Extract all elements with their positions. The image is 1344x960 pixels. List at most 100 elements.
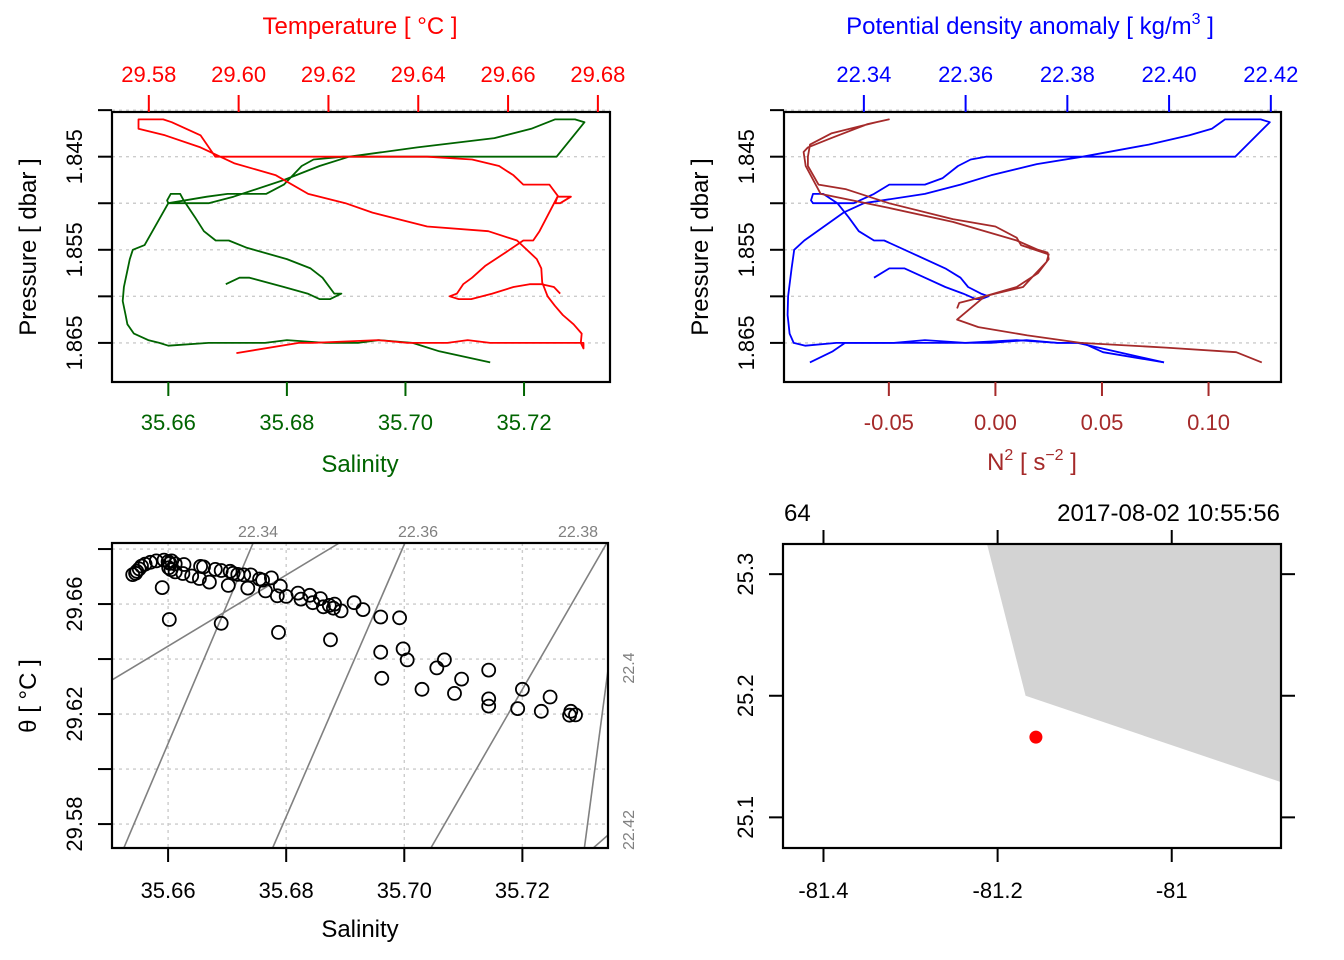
ts-point xyxy=(436,652,452,668)
p4-axes: -81.4 -81.2 -81 25.3 25.2 25.1 xyxy=(733,530,1295,903)
ts-point xyxy=(323,632,338,648)
p2-density-tick-label: 22.36 xyxy=(938,62,993,87)
p2-frame xyxy=(782,110,1283,384)
ts-point xyxy=(263,570,279,586)
isopycnal-line xyxy=(123,543,254,848)
station-marker xyxy=(1029,730,1043,744)
p2-y-axis-title: Pressure [ dbar ] xyxy=(687,158,714,335)
isopycnal-label: 22.4 xyxy=(621,652,638,683)
p2-bottom-axis-title: N2 [ s−2 ] xyxy=(987,447,1077,476)
ts-point xyxy=(236,567,252,583)
ts-point xyxy=(481,691,497,707)
temperature-profile-line xyxy=(137,118,585,354)
map-x-tick-label: -81.2 xyxy=(973,878,1023,903)
p1-frame xyxy=(110,110,612,384)
p3-y-axis-title: θ [ °C ] xyxy=(15,659,42,733)
land-polygon xyxy=(987,544,1281,783)
ts-point xyxy=(161,612,177,627)
ts-point xyxy=(201,574,217,590)
ts-point xyxy=(269,588,285,604)
panel-density-n2-profile: 1.845 1.855 1.865 22.34 22.36 22.38 22.40 22.42… xyxy=(687,11,1298,476)
p3-y-tick-label: 29.62 xyxy=(62,687,87,742)
p2-y-tick-label: 1.865 xyxy=(734,315,759,370)
p1-grid xyxy=(112,109,610,344)
p2-y-tick-label: 1.855 xyxy=(734,222,759,277)
ts-point xyxy=(148,553,164,569)
p2-n2-tick-label: 0.10 xyxy=(1187,410,1230,435)
p1-y-axis-title: Pressure [ dbar ] xyxy=(15,158,42,335)
ts-point xyxy=(392,610,408,626)
ts-point xyxy=(315,599,331,615)
p1-lines xyxy=(121,118,586,364)
ts-point xyxy=(321,598,337,613)
p3-points xyxy=(125,552,583,723)
p3-x-tick-label: 35.66 xyxy=(141,878,196,903)
p2-n2-tick-label: 0.00 xyxy=(974,410,1017,435)
ts-point xyxy=(373,644,389,660)
ts-point xyxy=(355,602,371,617)
p1-temperature-tick-label: 29.60 xyxy=(211,62,266,87)
p3-x-axis-title: Salinity xyxy=(321,916,398,943)
map-x-tick-label: -81 xyxy=(1156,878,1188,903)
ts-point xyxy=(562,707,577,723)
p2-n2-tick-label: -0.05 xyxy=(864,410,914,435)
ts-point xyxy=(191,571,207,586)
ts-point xyxy=(176,557,192,572)
map-y-tick-label: 25.2 xyxy=(733,674,758,717)
ts-point xyxy=(374,670,390,686)
ts-point xyxy=(454,671,470,687)
ts-point xyxy=(533,703,549,719)
ts-point xyxy=(222,563,238,579)
ts-point xyxy=(167,564,183,580)
p1-temperature-tick-label: 29.68 xyxy=(570,62,625,87)
map-station-number: 64 xyxy=(784,500,811,527)
p2-density-tick-label: 22.34 xyxy=(836,62,891,87)
p1-temperature-tick-label: 29.66 xyxy=(481,62,536,87)
map-y-tick-label: 25.1 xyxy=(733,796,758,839)
p1-bottom-axis-title: Salinity xyxy=(321,451,398,478)
ts-point xyxy=(481,698,497,714)
isopycnal-line xyxy=(271,543,406,848)
p2-density-tick-label: 22.38 xyxy=(1040,62,1095,87)
p3-x-tick-label: 35.72 xyxy=(495,878,550,903)
ts-point xyxy=(481,662,497,678)
salinity-profile-line xyxy=(121,118,586,364)
density-profile-line xyxy=(786,118,1271,364)
p2-top-axis-title: Potential density anomaly [ kg/m3 ] xyxy=(846,11,1214,40)
isopycnal-label: 22.38 xyxy=(558,524,598,541)
p1-temperature-tick-label: 29.64 xyxy=(391,62,446,87)
isopycnal-label: 22.36 xyxy=(398,524,438,541)
ts-point xyxy=(346,595,362,611)
ts-point xyxy=(429,660,445,676)
ts-point xyxy=(515,681,530,697)
p1-top-axis-title: Temperature [ °C ] xyxy=(263,13,458,40)
ts-point xyxy=(184,568,200,584)
p2-lines xyxy=(786,118,1271,364)
p1-salinity-tick-label: 35.68 xyxy=(259,410,314,435)
ts-point xyxy=(175,566,191,581)
p2-density-tick-label: 22.42 xyxy=(1243,62,1298,87)
ts-point xyxy=(154,580,170,595)
p1-temperature-tick-label: 29.58 xyxy=(121,62,176,87)
p1-temperature-tick-label: 29.62 xyxy=(301,62,356,87)
p3-frame xyxy=(110,541,610,850)
ts-point xyxy=(271,625,286,640)
ts-point xyxy=(333,603,349,619)
p3-x-tick-label: 35.70 xyxy=(377,878,432,903)
p4-station xyxy=(1029,730,1043,744)
p2-grid xyxy=(784,109,1281,344)
isopycnal-line xyxy=(592,834,608,848)
ts-point xyxy=(213,615,229,631)
isopycnal-line xyxy=(112,543,340,681)
ts-point xyxy=(207,562,223,577)
ts-point xyxy=(142,554,158,570)
ts-point xyxy=(510,701,526,716)
ts-point xyxy=(542,689,558,705)
p2-n2-tick-label: 0.05 xyxy=(1081,410,1124,435)
ts-point xyxy=(399,652,415,668)
isopycnal-label: 22.34 xyxy=(238,524,278,541)
p1-salinity-tick-label: 35.66 xyxy=(141,410,196,435)
p2-density-tick-label: 22.40 xyxy=(1142,62,1197,87)
p3-grid xyxy=(112,543,608,848)
ts-point xyxy=(240,580,256,596)
